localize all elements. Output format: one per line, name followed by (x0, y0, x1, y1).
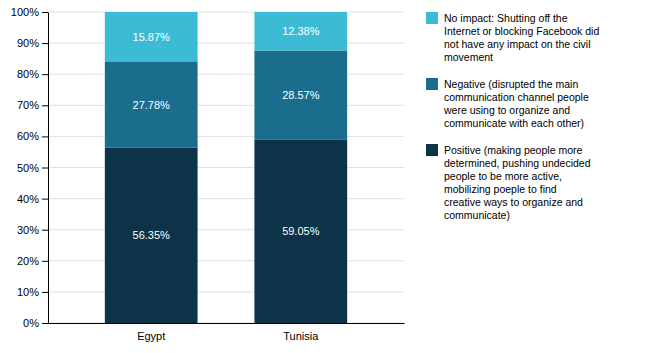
y-tick: 70% (17, 99, 48, 111)
tick-mark (42, 261, 48, 262)
bar-segment (254, 139, 347, 323)
y-tick: 100% (11, 6, 48, 18)
tick-label: 50% (17, 162, 39, 174)
x-tick: Egypt (137, 330, 165, 342)
tick-mark (42, 323, 48, 324)
legend-item: No impact: Shutting off theInternet or b… (426, 12, 599, 63)
y-tick: 10% (17, 286, 48, 298)
y-tick: 80% (17, 68, 48, 80)
legend-swatch (426, 78, 438, 90)
data-label: 27.78% (133, 99, 171, 111)
grid-line (48, 74, 404, 75)
data-labels: 56.35% 59.05% 27.78% 28.57% 15.87% 12.38% (133, 25, 320, 241)
bar-series (105, 51, 347, 148)
grid-line (48, 323, 404, 324)
y-tick: 60% (17, 130, 48, 142)
legend-item: Positive (making people moredetermined, … (426, 144, 591, 221)
bar-segment (105, 12, 198, 61)
grid-line (48, 43, 404, 44)
axis-line (49, 323, 405, 324)
grid-line (48, 260, 404, 261)
grid-line (48, 105, 404, 106)
tick-mark (42, 230, 48, 231)
tick-label: 100% (11, 6, 39, 18)
y-tick: 50% (17, 162, 48, 174)
grid-line (48, 291, 404, 292)
legend-label: No impact: Shutting off theInternet or b… (444, 12, 599, 63)
tick-mark (42, 12, 48, 13)
legend-label: Positive (making people moredetermined, … (444, 144, 591, 221)
bar-segment (254, 51, 347, 140)
part: people to be more active, (444, 170, 562, 182)
legend-swatch (426, 12, 438, 24)
tick-label: 70% (17, 99, 39, 111)
chart: 0% 10% 20% 30% 40% 50% 60% 70% 80% 90% 100% Egypt Tu… (0, 0, 664, 353)
part: determined, pushing undecided (444, 157, 591, 169)
bar-segment (105, 148, 198, 323)
part: communicate) (444, 209, 510, 221)
y-tick: 0% (23, 317, 48, 329)
data-label: 15.87% (133, 31, 171, 43)
part: movement (444, 51, 493, 63)
legend-swatch (426, 144, 438, 156)
grid-line (48, 167, 404, 168)
legend-item: Negative (disrupted the maincommunicatio… (426, 78, 589, 129)
grid-line (48, 229, 404, 230)
data-label: 28.57% (282, 89, 320, 101)
x-tick: Tunisia (283, 330, 319, 342)
data-label: 12.38% (282, 25, 320, 37)
tick-mark (42, 199, 48, 200)
tick-mark (42, 136, 48, 137)
bars (105, 12, 347, 323)
y-axis: 0% 10% 20% 30% 40% 50% 60% 70% 80% 90% 100% (11, 6, 49, 329)
y-tick: 90% (17, 37, 48, 49)
tick-mark (42, 105, 48, 106)
tick-mark (42, 43, 48, 44)
legend-label: Negative (disrupted the maincommunicatio… (443, 78, 589, 129)
tick-label: Tunisia (283, 330, 319, 342)
tick-mark (42, 168, 48, 169)
part: Positive (making people more (444, 144, 582, 156)
grid (48, 12, 404, 323)
part: communicate with each other) (444, 117, 584, 129)
tick-label: Egypt (137, 330, 165, 342)
bar-series (105, 12, 347, 61)
grid-line (48, 136, 404, 137)
tick-label: 10% (17, 286, 39, 298)
tick-label: 20% (17, 255, 39, 267)
part: mobilizing poeple to find (444, 183, 557, 195)
tick-label: 0% (23, 317, 39, 329)
bar-series (105, 139, 347, 323)
data-label: 59.05% (282, 225, 320, 237)
tick-label: 60% (17, 130, 39, 142)
y-tick: 20% (17, 255, 48, 267)
tick-label: 40% (17, 193, 39, 205)
grid-line (48, 12, 404, 13)
part: Internet or blocking Facebook did (444, 25, 599, 37)
legend: No impact: Shutting off theInternet or b… (426, 12, 599, 221)
y-tick: 30% (17, 224, 48, 236)
part: creative ways to organize and (444, 196, 583, 208)
plot: 0% 10% 20% 30% 40% 50% 60% 70% 80% 90% 100% Egypt Tu… (11, 6, 405, 342)
part: Negative (disrupted the main (444, 78, 578, 90)
tick-mark (42, 292, 48, 293)
tick-label: 90% (17, 37, 39, 49)
tick-label: 80% (17, 68, 39, 80)
tick-mark (42, 74, 48, 75)
data-label: 56.35% (133, 229, 171, 241)
grid-line (48, 198, 404, 199)
axis-line (48, 13, 49, 324)
bar-segment (105, 61, 198, 147)
x-axis: Egypt Tunisia (49, 324, 405, 342)
tick-label: 30% (17, 224, 39, 236)
part: not have any impact on the civil (444, 38, 591, 50)
y-tick: 40% (17, 193, 48, 205)
part: No impact: Shutting off the (444, 12, 568, 24)
part: were using to organize and (443, 104, 570, 116)
part: communication channel people (444, 91, 589, 103)
bar-segment (254, 12, 347, 51)
